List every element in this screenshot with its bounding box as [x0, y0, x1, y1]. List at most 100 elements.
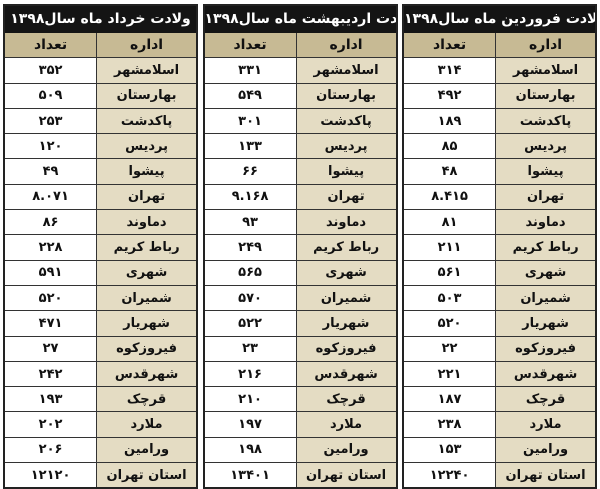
table-row: ۲۲۸ رباط کریم: [3, 234, 198, 261]
count-cell: ۲۳۸: [402, 411, 497, 438]
count-cell: ۲۱۰: [203, 386, 297, 413]
count-cell: ۳۵۲: [3, 57, 98, 84]
dept-cell: رباط کریم: [96, 234, 198, 261]
table-row: ۳۱۴ اسلامشهر: [402, 57, 597, 84]
count-cell: ۵۶۵: [203, 259, 297, 286]
count-cell: ۵۶۱: [402, 259, 497, 286]
dept-cell: شهرقدس: [495, 360, 597, 388]
dept-cell: شهری: [295, 259, 398, 286]
dept-cell: دماوند: [295, 209, 398, 236]
count-cell: ۸۵: [402, 133, 497, 160]
table-row: ۸۱ دماوند: [402, 209, 597, 236]
dept-cell: بهارستان: [96, 82, 198, 109]
dept-cell: پردیس: [295, 133, 398, 160]
count-cell: ۱۸۹: [402, 107, 497, 135]
table-row: ۲۷ فیروزکوه: [3, 335, 198, 362]
count-cell: ۵۲۰: [3, 284, 98, 312]
column-header-count: تعداد: [203, 31, 297, 59]
count-cell: ۵۷۰: [203, 284, 297, 312]
count-cell: ۶۶: [203, 158, 297, 185]
table-row: ۲۵۳ پاکدشت: [3, 107, 198, 135]
dept-cell: شهرقدس: [96, 360, 198, 388]
count-cell: ۱۳۴۰۱: [203, 462, 297, 489]
table-title: ولادت اردیبهشت ماه سال۱۳۹۸: [203, 4, 397, 33]
dept-cell: شهریار: [295, 310, 398, 337]
dept-cell: ورامین: [495, 436, 597, 464]
table-row: ۱۹۷ ملارد: [203, 411, 398, 438]
count-cell: ۲۷: [3, 335, 98, 362]
count-cell: ۴۷۱: [3, 310, 98, 337]
count-cell: ۳۳۱: [203, 57, 297, 84]
table-row: ۱۲۰ پردیس: [3, 133, 198, 160]
table-row: ۴۹۲ بهارستان: [402, 82, 597, 109]
birth-table: ولادت اردیبهشت ماه سال۱۳۹۸تعداداداره۳۳۱ا…: [202, 4, 398, 489]
count-cell: ۵۲۲: [203, 310, 297, 337]
count-cell: ۲۱۱: [402, 234, 497, 261]
table-title: ولادت فروردین ماه سال۱۳۹۸: [402, 4, 597, 33]
dept-cell: شهرقدس: [295, 360, 398, 388]
count-cell: ۸.۰۷۱: [3, 183, 98, 211]
table-row: ۵۲۲ شهریار: [203, 310, 398, 337]
dept-cell: تهران: [295, 183, 398, 211]
birth-table: ولادت خرداد ماه سال۱۳۹۸ تعداد اداره ۳۵۲ اسلا…: [3, 4, 198, 489]
dept-cell: اسلامشهر: [295, 57, 398, 84]
table-row: ۵۰۳ شمیران: [402, 284, 597, 312]
table-row: ۱۲۱۲۰ استان تهران: [3, 462, 198, 489]
column-header-count: تعداد: [3, 31, 98, 59]
dept-cell: رباط کریم: [295, 234, 398, 261]
count-cell: ۱۲۱۲۰: [3, 462, 98, 489]
table-row: ۸۶ دماوند: [3, 209, 198, 236]
table-row: ۵۰۹ بهارستان: [3, 82, 198, 109]
column-header-dept: اداره: [96, 31, 198, 59]
count-cell: ۱۹۷: [203, 411, 297, 438]
dept-cell: شهریار: [96, 310, 198, 337]
count-cell: ۴۸: [402, 158, 497, 185]
table-row: ۶۶ پیشوا: [203, 158, 398, 185]
count-cell: ۸۱: [402, 209, 497, 236]
count-cell: ۳۰۱: [203, 107, 297, 135]
dept-cell: پیشوا: [96, 158, 198, 185]
count-cell: ۲۵۳: [3, 107, 98, 135]
table-row: ۱۸۹ پاکدشت: [402, 107, 597, 135]
dept-cell: تهران: [495, 183, 597, 211]
table-row: ۴۹ پیشوا: [3, 158, 198, 185]
table-row: ۱۲۲۴۰ استان تهران: [402, 462, 597, 489]
count-cell: ۸.۴۱۵: [402, 183, 497, 211]
table-row: ۲۰۲ ملارد: [3, 411, 198, 438]
table-row: ۵۲۰ شمیران: [3, 284, 198, 312]
count-cell: ۲۰۶: [3, 436, 98, 464]
count-cell: ۱۳۳: [203, 133, 297, 160]
table-row: ۱۹۸ ورامین: [203, 436, 398, 464]
table-row: ۳۵۲ اسلامشهر: [3, 57, 198, 84]
count-cell: ۱۹۸: [203, 436, 297, 464]
table-row: ۵۶۱ شهری: [402, 259, 597, 286]
count-cell: ۵۰۹: [3, 82, 98, 109]
count-cell: ۵۲۰: [402, 310, 497, 337]
dept-cell: استان تهران: [495, 462, 597, 489]
dept-cell: شمیران: [96, 284, 198, 312]
dept-cell: پاکدشت: [295, 107, 398, 135]
count-cell: ۱۹۳: [3, 386, 98, 413]
count-cell: ۵۴۹: [203, 82, 297, 109]
dept-cell: ملارد: [96, 411, 198, 438]
count-cell: ۲۲۸: [3, 234, 98, 261]
count-cell: ۲۳: [203, 335, 297, 362]
dept-cell: شهری: [96, 259, 198, 286]
dept-cell: شمیران: [295, 284, 398, 312]
count-cell: ۹۳: [203, 209, 297, 236]
count-cell: ۲۱۶: [203, 360, 297, 388]
dept-cell: فیروزکوه: [295, 335, 398, 362]
dept-cell: پردیس: [96, 133, 198, 160]
dept-cell: اسلامشهر: [96, 57, 198, 84]
dept-cell: دماوند: [96, 209, 198, 236]
dept-cell: شمیران: [495, 284, 597, 312]
table-row: ۳۰۱ پاکدشت: [203, 107, 398, 135]
dept-cell: بهارستان: [495, 82, 597, 109]
dept-cell: پیشوا: [495, 158, 597, 185]
table-row: ۲۳ فیروزکوه: [203, 335, 398, 362]
count-cell: ۱۲۲۴۰: [402, 462, 497, 489]
table-row: ۱۳۴۰۱ استان تهران: [203, 462, 398, 489]
count-cell: ۴۹۲: [402, 82, 497, 109]
dept-cell: ورامین: [295, 436, 398, 464]
dept-cell: قرچک: [96, 386, 198, 413]
